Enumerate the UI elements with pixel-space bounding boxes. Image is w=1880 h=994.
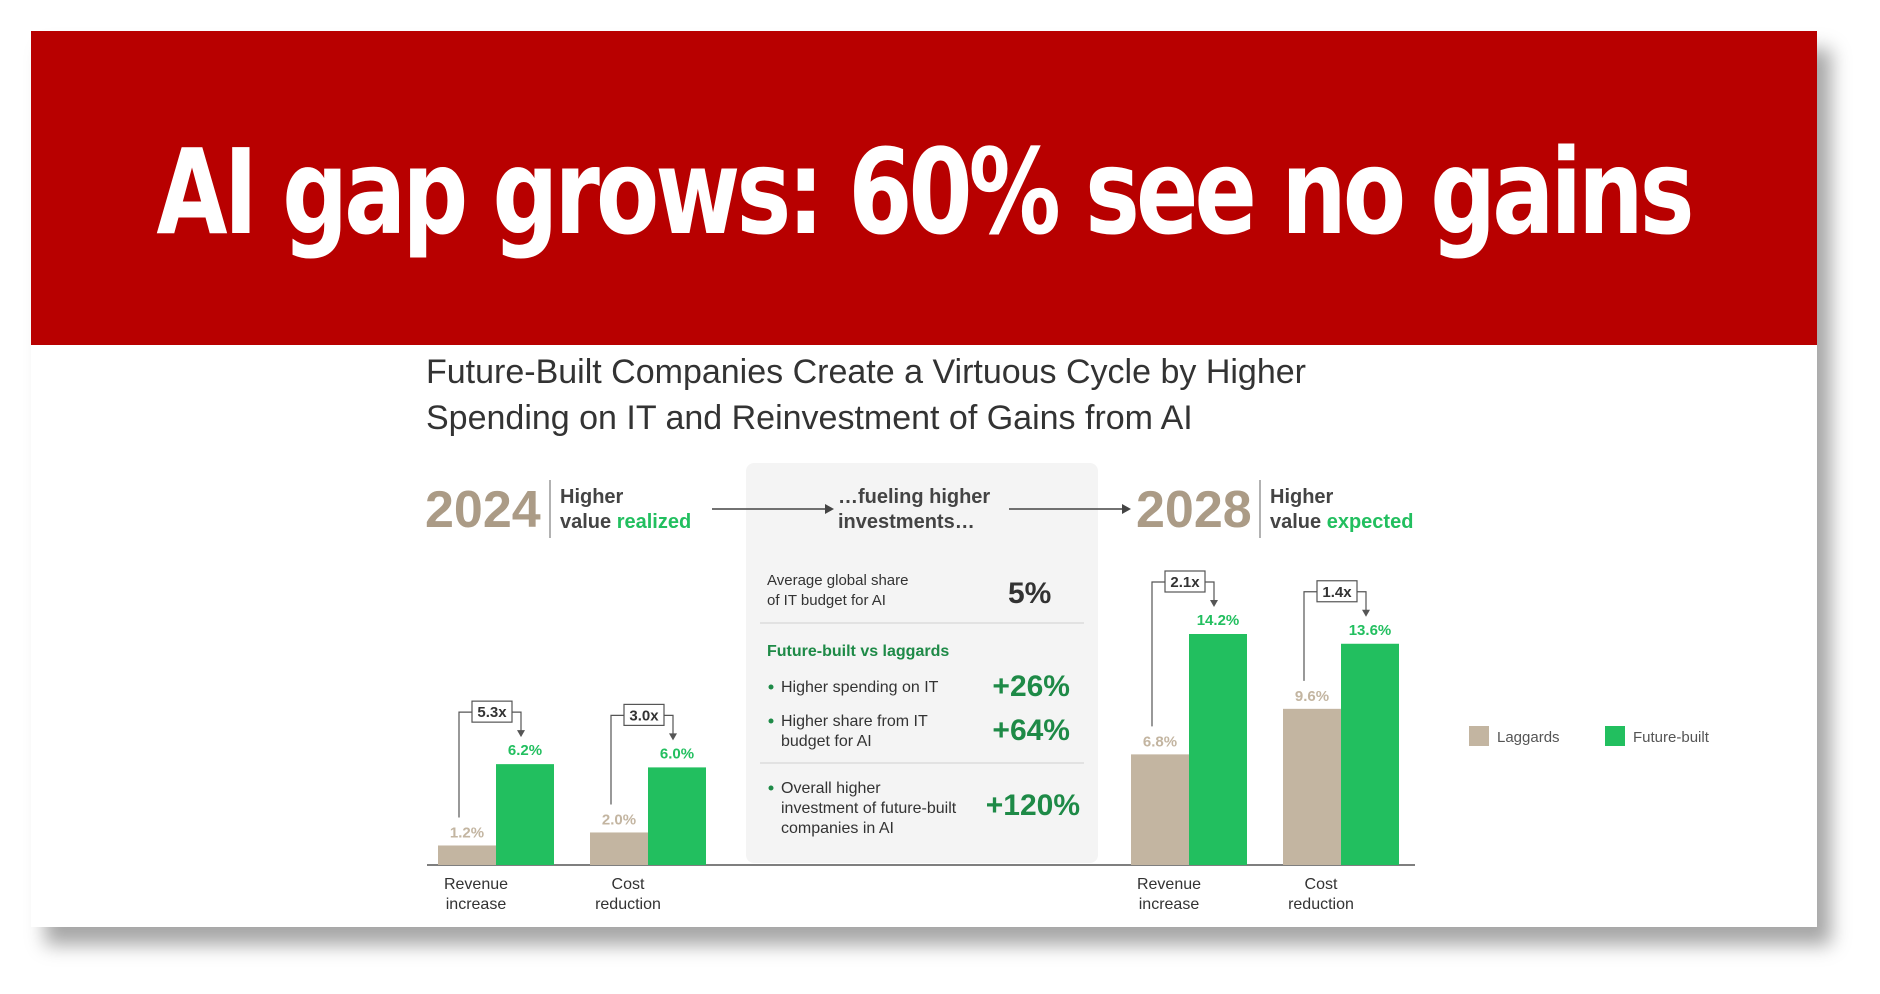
multiplier-arrowhead — [517, 730, 525, 738]
section-title: Future-built vs laggards — [767, 643, 949, 660]
multiplier-box — [1164, 570, 1206, 593]
category-label: Cost reduction — [1288, 876, 1354, 913]
bullet — [768, 718, 774, 724]
year-label-2024: 2024 — [425, 481, 541, 539]
panel-caption: Higher — [560, 486, 624, 508]
legend-label-future-built: Future-built — [1633, 729, 1710, 746]
avg-share-value: 5% — [1008, 577, 1051, 610]
panel-caption: Higher — [1270, 486, 1334, 508]
bar-laggards — [1131, 754, 1189, 865]
comparison-label: Higher spending on IT — [781, 679, 939, 696]
legend-label-laggards: Laggards — [1497, 729, 1560, 746]
legend-swatch-future-built — [1605, 726, 1625, 746]
bar-laggards — [590, 832, 648, 865]
panel-caption: value realized — [560, 511, 691, 533]
legend-swatch-laggards — [1469, 726, 1489, 746]
bar-laggards — [1283, 708, 1341, 865]
flow-arrowhead — [1122, 504, 1131, 514]
data-label-future-built: 6.2% — [508, 742, 542, 759]
data-label-laggards: 6.8% — [1143, 733, 1177, 750]
comparison-value: +64% — [992, 714, 1070, 747]
multiplier-label: 5.3x — [477, 704, 507, 721]
multiplier-label: 2.1x — [1170, 574, 1200, 591]
bar-future-built — [496, 764, 554, 865]
bullet — [768, 785, 774, 791]
multiplier-label: 3.0x — [629, 707, 659, 724]
comparison-value: +120% — [986, 789, 1080, 822]
middle-heading: …fueling higher investments… — [838, 486, 990, 533]
data-label-laggards: 1.2% — [450, 824, 484, 841]
comparison-label: Higher share from IT budget for AI — [781, 713, 928, 750]
data-label-laggards: 2.0% — [602, 811, 636, 828]
bar-future-built — [648, 767, 706, 865]
category-label: Revenue increase — [1137, 876, 1201, 913]
comparison-value: +26% — [992, 670, 1070, 703]
flow-arrowhead — [825, 504, 834, 514]
bar-future-built — [1341, 643, 1399, 865]
bullet — [768, 684, 774, 690]
data-label-future-built: 13.6% — [1349, 622, 1392, 639]
multiplier-box — [623, 703, 665, 726]
article-card: AI gap grows: 60% see no gains Future-Bu… — [31, 31, 1817, 927]
multiplier-arrowhead — [1362, 609, 1370, 617]
data-label-future-built: 6.0% — [660, 745, 694, 762]
category-label: Cost reduction — [595, 876, 661, 913]
multiplier-arrowhead — [669, 733, 677, 741]
chart-title: Future-Built Companies Create a Virtuous… — [426, 353, 1306, 437]
bar-future-built — [1189, 634, 1247, 865]
multiplier-arrowhead — [1210, 600, 1218, 607]
comparison-label: Overall higher investment of future-built… — [781, 780, 957, 837]
year-label-2028: 2028 — [1136, 481, 1252, 539]
bar-laggards — [438, 845, 496, 865]
headline: AI gap grows: 60% see no gains — [156, 123, 1695, 261]
data-label-future-built: 14.2% — [1197, 612, 1240, 629]
multiplier-label: 1.4x — [1322, 584, 1352, 601]
avg-share-label: Average global share of IT budget for AI — [767, 572, 909, 609]
multiplier-box — [471, 700, 513, 723]
data-label-laggards: 9.6% — [1295, 688, 1329, 705]
headline-banner: AI gap grows: 60% see no gains — [31, 31, 1817, 345]
category-label: Revenue increase — [444, 876, 508, 913]
multiplier-box — [1316, 580, 1358, 603]
panel-caption: value expected — [1270, 511, 1413, 533]
